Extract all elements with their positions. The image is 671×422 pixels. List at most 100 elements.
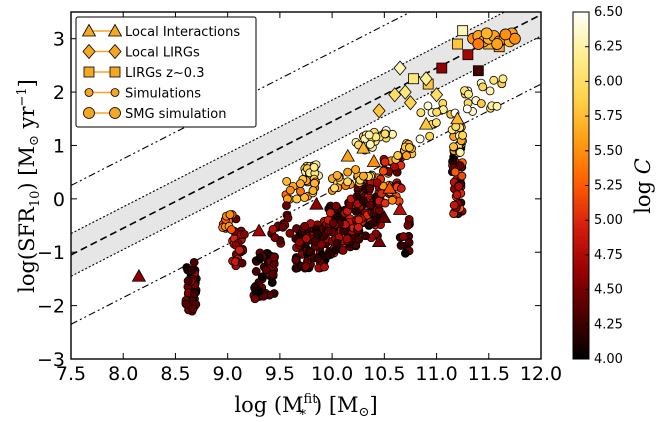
data-point — [354, 222, 363, 232]
data-point — [364, 130, 374, 140]
data-point — [491, 38, 504, 50]
data-point — [419, 71, 433, 87]
data-point — [425, 131, 435, 141]
data-point — [317, 239, 326, 249]
data-point — [227, 225, 236, 235]
data-point — [365, 140, 375, 149]
data-point — [255, 253, 265, 263]
y-tick-label: 0 — [53, 189, 65, 211]
data-point — [457, 25, 469, 37]
data-point — [458, 130, 468, 140]
data-point — [354, 215, 364, 225]
data-point — [368, 218, 378, 228]
data-point — [283, 213, 293, 223]
data-point — [480, 27, 493, 40]
colorbar-tick-label: 5.00 — [594, 213, 623, 228]
colorbar: 4.00 4.25 4.50 4.75 5.00 5.25 5.50 5.75 6.00 6.25… — [572, 5, 623, 367]
data-point — [455, 148, 465, 157]
data-point — [476, 99, 486, 108]
colorbar-tick-label: 6.50 — [594, 5, 623, 20]
legend-label: Simulations — [125, 87, 201, 102]
colorbar-tick-label: 6.25 — [594, 40, 623, 55]
data-point — [361, 231, 370, 241]
data-point — [332, 238, 342, 248]
y-tick-label: −2 — [37, 296, 65, 318]
data-point — [377, 210, 392, 223]
data-point — [399, 232, 408, 241]
legend-label: SMG simulation — [125, 107, 226, 122]
data-point — [356, 140, 371, 154]
colorbar-tick-label: 5.50 — [594, 144, 623, 159]
data-point — [396, 184, 406, 193]
data-point — [402, 151, 411, 161]
data-point — [449, 142, 458, 152]
data-point — [464, 89, 473, 99]
data-point — [365, 183, 375, 193]
data-point — [251, 223, 267, 237]
data-point — [332, 170, 342, 180]
data-point — [282, 177, 292, 186]
outer-lower-line — [71, 83, 541, 325]
data-point — [449, 200, 459, 210]
data-point — [322, 251, 332, 260]
data-point — [291, 255, 301, 265]
data-point — [387, 195, 397, 205]
data-point — [403, 95, 417, 111]
data-point — [371, 234, 387, 247]
data-point — [372, 178, 382, 188]
data-point — [378, 166, 388, 176]
x-tick-label: 11.0 — [415, 363, 457, 385]
data-point — [499, 28, 512, 41]
data-point — [328, 218, 338, 228]
data-point — [472, 65, 484, 77]
data-point — [325, 208, 335, 218]
legend-marker — [84, 88, 94, 97]
data-point — [309, 162, 319, 172]
data-point — [181, 299, 191, 309]
x-tick-label: 10.0 — [311, 363, 353, 385]
legend-marker — [109, 107, 121, 119]
data-point — [268, 224, 278, 234]
data-point — [300, 221, 310, 231]
y-tick-label: 3 — [53, 29, 65, 51]
data-point — [462, 49, 474, 61]
data-point — [415, 134, 425, 144]
data-point — [189, 257, 199, 267]
data-point — [251, 267, 261, 276]
data-point — [308, 186, 318, 196]
data-point — [188, 304, 198, 314]
data-point — [452, 190, 462, 200]
data-point — [372, 103, 386, 119]
legend-label: Local LIRGs — [125, 46, 200, 61]
x-tick-label: 12.0 — [520, 363, 562, 385]
data-point — [257, 272, 267, 282]
legend-marker — [83, 66, 95, 78]
data-point — [282, 201, 291, 211]
data-point — [462, 104, 472, 114]
legend-marker — [81, 23, 97, 37]
data-point — [285, 185, 295, 195]
y-tick-label: 2 — [53, 82, 65, 104]
colorbar-tick-label: 6.00 — [594, 74, 623, 89]
data-point — [393, 151, 403, 160]
data-point — [304, 247, 314, 256]
colorbar-tick-label: 5.75 — [594, 109, 623, 124]
data-point — [237, 258, 247, 268]
series-simulations — [181, 74, 508, 316]
data-point — [396, 241, 406, 250]
series-local-lirgs — [372, 60, 444, 119]
data-point — [398, 84, 412, 100]
data-point — [269, 252, 279, 262]
x-tick-label: 11.5 — [468, 363, 510, 385]
x-axis-label: log (Mfit *) [M⊙] — [234, 392, 377, 422]
colorbar-tick-label: 4.25 — [594, 317, 623, 332]
legend-marker — [83, 107, 95, 119]
x-tick-label: 10.5 — [363, 363, 405, 385]
data-point — [382, 180, 397, 194]
data-point — [183, 276, 193, 286]
legend-marker — [110, 88, 120, 97]
data-point — [351, 165, 360, 174]
legend-marker — [82, 43, 96, 60]
data-point — [301, 234, 311, 243]
legend-box — [75, 16, 257, 128]
